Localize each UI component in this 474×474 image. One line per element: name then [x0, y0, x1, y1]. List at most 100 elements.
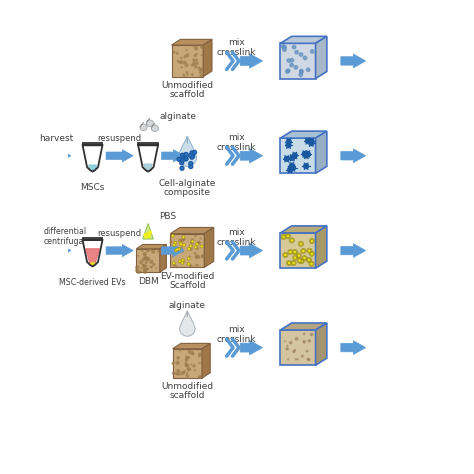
Polygon shape	[280, 43, 316, 79]
Circle shape	[147, 235, 150, 237]
Text: mix: mix	[228, 133, 245, 142]
Circle shape	[146, 262, 147, 264]
Circle shape	[307, 258, 310, 262]
Circle shape	[196, 243, 199, 246]
Circle shape	[196, 247, 198, 249]
Circle shape	[188, 369, 189, 370]
Circle shape	[308, 340, 310, 342]
Circle shape	[299, 73, 302, 77]
Circle shape	[191, 155, 195, 158]
Circle shape	[189, 245, 192, 248]
Circle shape	[290, 58, 294, 62]
Circle shape	[177, 357, 179, 359]
Circle shape	[283, 48, 286, 51]
Circle shape	[309, 139, 314, 144]
Circle shape	[193, 59, 195, 61]
Polygon shape	[146, 118, 154, 127]
Polygon shape	[341, 244, 365, 257]
Polygon shape	[341, 341, 365, 355]
Text: crosslink: crosslink	[217, 48, 256, 57]
Circle shape	[310, 262, 313, 265]
Circle shape	[189, 247, 192, 250]
Circle shape	[192, 353, 194, 355]
Circle shape	[186, 50, 187, 51]
Circle shape	[180, 261, 182, 264]
Text: mix: mix	[228, 38, 245, 47]
Circle shape	[201, 255, 204, 257]
Circle shape	[291, 165, 295, 171]
Circle shape	[184, 157, 188, 161]
Circle shape	[184, 370, 185, 371]
Circle shape	[144, 256, 146, 259]
Circle shape	[295, 50, 298, 54]
Polygon shape	[173, 349, 202, 378]
Text: harvest: harvest	[39, 134, 73, 143]
Circle shape	[201, 255, 204, 257]
Text: centrifugation: centrifugation	[44, 237, 99, 246]
Polygon shape	[172, 39, 212, 45]
Bar	[82, 143, 102, 146]
Circle shape	[180, 166, 184, 170]
Circle shape	[191, 239, 194, 241]
Circle shape	[190, 264, 191, 266]
Polygon shape	[316, 36, 327, 79]
Circle shape	[288, 359, 289, 360]
Circle shape	[177, 157, 181, 161]
Text: resuspend: resuspend	[98, 229, 142, 238]
Circle shape	[303, 340, 305, 343]
Circle shape	[310, 50, 314, 53]
Text: alginate: alginate	[169, 301, 206, 310]
Polygon shape	[240, 340, 263, 355]
Circle shape	[144, 265, 146, 267]
Circle shape	[149, 231, 151, 234]
Circle shape	[144, 270, 146, 273]
Circle shape	[187, 257, 190, 260]
Circle shape	[152, 251, 155, 253]
Text: crosslink: crosslink	[217, 238, 256, 247]
Circle shape	[169, 249, 173, 253]
Circle shape	[282, 45, 285, 48]
Circle shape	[196, 255, 197, 257]
Circle shape	[171, 234, 174, 237]
Circle shape	[300, 70, 303, 74]
Polygon shape	[144, 164, 152, 171]
Circle shape	[150, 260, 153, 263]
Circle shape	[292, 261, 295, 265]
Circle shape	[290, 239, 293, 242]
Circle shape	[150, 266, 152, 268]
Polygon shape	[171, 234, 204, 267]
Circle shape	[190, 351, 193, 355]
Circle shape	[187, 74, 188, 75]
Polygon shape	[140, 122, 147, 130]
Circle shape	[282, 235, 285, 239]
Text: Unmodified: Unmodified	[161, 81, 213, 90]
Circle shape	[182, 372, 184, 374]
Circle shape	[297, 254, 301, 257]
Circle shape	[146, 234, 148, 236]
Polygon shape	[43, 245, 71, 256]
Circle shape	[197, 264, 198, 266]
Circle shape	[144, 269, 146, 271]
Circle shape	[293, 351, 295, 353]
Circle shape	[181, 159, 184, 163]
Polygon shape	[316, 323, 327, 365]
Circle shape	[180, 61, 182, 64]
Polygon shape	[173, 343, 210, 349]
Circle shape	[182, 260, 184, 263]
Circle shape	[191, 266, 192, 267]
Circle shape	[201, 46, 203, 48]
Text: composite: composite	[164, 188, 211, 197]
Circle shape	[283, 46, 286, 49]
Circle shape	[180, 161, 183, 165]
Text: mix: mix	[228, 325, 245, 334]
Polygon shape	[202, 343, 210, 378]
Polygon shape	[316, 131, 327, 173]
Circle shape	[183, 237, 185, 240]
Circle shape	[144, 234, 147, 237]
Circle shape	[191, 364, 192, 365]
Circle shape	[146, 268, 148, 270]
Circle shape	[146, 259, 148, 261]
Circle shape	[187, 372, 188, 373]
Circle shape	[185, 359, 187, 361]
Circle shape	[180, 243, 182, 246]
